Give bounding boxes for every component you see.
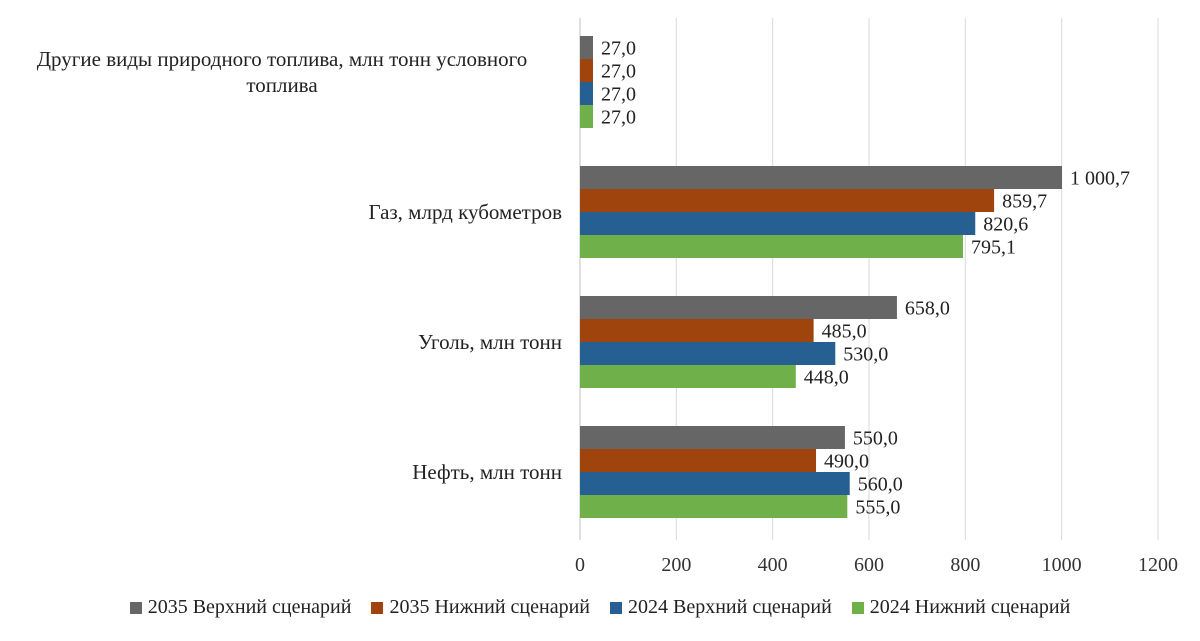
x-axis-ticks: 0 200 400 600 800 1000 1200 [575,554,1178,576]
bar [580,495,848,518]
bar [580,319,814,342]
data-label: 795,1 [971,237,1016,259]
data-labels: 27,0 1 000,7 658,0 550,0 27,0 859,7 485,0 490,0… [601,38,1130,519]
legend-item: 2035 Нижний сценарий [371,596,590,619]
legend-label: 2035 Верхний сценарий [147,596,352,618]
legend-swatch [129,601,142,614]
x-tick-label: 1000 [1042,554,1082,576]
bars [580,36,1063,518]
bar [580,212,976,235]
data-label: 490,0 [824,451,869,473]
legend-label: 2024 Нижний сценарий [869,596,1071,618]
x-tick-label: 200 [661,554,691,576]
bar [580,36,594,59]
data-label: 658,0 [905,298,950,320]
bar [580,235,963,258]
legend: 2035 Верхний сценарий 2035 Нижний сценари… [0,596,1200,619]
legend-item: 2024 Нижний сценарий [851,596,1071,619]
bar [580,449,817,472]
bar [580,296,897,319]
data-label: 27,0 [601,84,636,106]
x-tick-label: 0 [575,554,585,576]
x-tick-label: 1200 [1138,554,1178,576]
category-label: Нефть, млн тонн [412,460,562,484]
x-tick-label: 800 [950,554,980,576]
data-label: 560,0 [858,474,903,496]
legend-label: 2024 Верхний сценарий [628,596,832,618]
x-tick-label: 600 [854,554,884,576]
bar [580,59,594,82]
category-label: Газ, млрд кубометров [368,200,562,224]
data-label: 820,6 [983,214,1028,236]
category-label: Другие виды природного топлива, млн тонн… [37,47,528,71]
bar [580,105,594,128]
data-label: 859,7 [1002,191,1047,213]
data-label: 27,0 [601,61,636,83]
bar [580,82,594,105]
data-label: 448,0 [804,367,849,389]
x-tick-label: 400 [758,554,788,576]
category-labels: Другие виды природного топлива, млн тонн… [37,47,562,484]
legend-item: 2035 Верхний сценарий [129,596,352,619]
legend-swatch [851,601,864,614]
bar [580,166,1063,189]
data-label: 555,0 [855,497,900,519]
gridlines [579,18,1159,540]
data-label: 485,0 [822,321,867,343]
bar [580,472,850,495]
data-label: 27,0 [601,38,636,60]
category-label: Уголь, млн тонн [418,330,562,354]
bar [580,342,836,365]
bar [580,365,796,388]
data-label: 1 000,7 [1070,168,1130,190]
bar [580,426,845,449]
bar [580,189,995,212]
category-label: топлива [246,73,318,97]
data-label: 550,0 [853,428,898,450]
data-label: 27,0 [601,107,636,129]
legend-swatch [610,601,622,614]
legend-label: 2035 Нижний сценарий [389,596,590,618]
legend-swatch [371,601,384,614]
legend-item: 2024 Верхний сценарий [610,596,832,619]
data-label: 530,0 [843,344,888,366]
